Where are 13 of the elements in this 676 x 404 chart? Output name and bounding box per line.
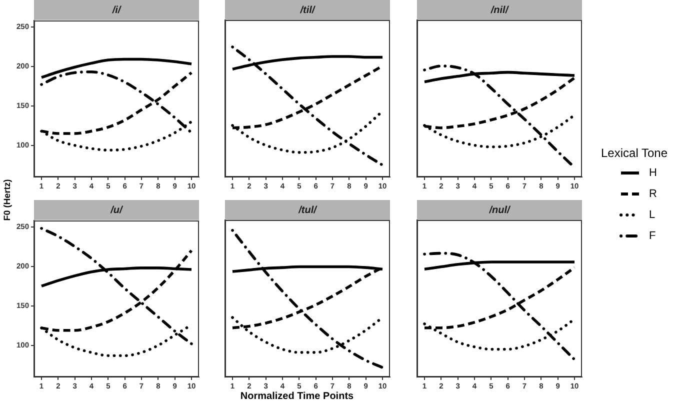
legend-label: H: [649, 166, 657, 178]
chart-title: /til/: [225, 0, 390, 20]
y-axis-title: F0 (Hertz): [2, 179, 12, 221]
chart-title: /i/: [34, 0, 199, 20]
chart-title: /nul/: [417, 200, 582, 220]
legend-label: F: [649, 230, 656, 242]
legend-label: L: [649, 208, 656, 220]
chart-title: /u/: [34, 200, 199, 220]
legend-title: Lexical Tone: [601, 146, 668, 160]
legend-label: R: [649, 188, 657, 200]
x-axis-title: Normalized Time Points: [240, 391, 354, 402]
chart-title: /nil/: [417, 0, 582, 20]
chart-title: /tul/: [225, 200, 390, 220]
